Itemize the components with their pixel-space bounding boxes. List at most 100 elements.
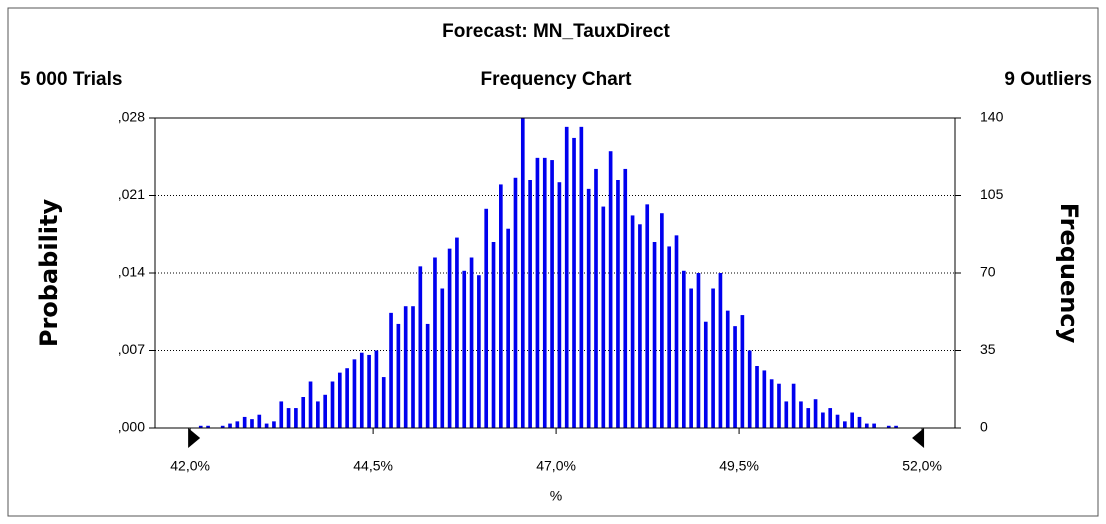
bar (886, 425, 891, 428)
y2-tick-label: 140 (980, 109, 1004, 125)
bar (301, 397, 306, 428)
bar (491, 242, 496, 428)
bar (477, 275, 481, 428)
bar (586, 188, 591, 428)
bar (864, 423, 869, 428)
bar (894, 425, 898, 428)
bar (279, 401, 284, 428)
y2-tick-label: 105 (980, 186, 1004, 202)
x-tick-label: 42,0% (170, 458, 210, 474)
bar (777, 383, 781, 428)
bar (411, 306, 415, 428)
bar (345, 368, 349, 428)
bar (433, 257, 437, 428)
bar (674, 235, 679, 428)
bar (872, 423, 876, 428)
bar (352, 359, 357, 428)
bar (660, 213, 664, 428)
bar (762, 370, 767, 428)
bar (520, 118, 525, 428)
bar (703, 321, 708, 428)
bar (264, 423, 269, 428)
bar (469, 257, 474, 428)
bar (608, 151, 613, 428)
bar (747, 350, 752, 428)
bar (557, 182, 562, 428)
bar (769, 379, 774, 428)
bar (198, 425, 203, 428)
bar (374, 350, 379, 428)
bar (806, 408, 811, 428)
x-axis-label: % (550, 488, 562, 504)
bar (835, 414, 840, 428)
bar (440, 288, 445, 428)
bar (594, 168, 598, 428)
bar (828, 408, 833, 428)
bar (206, 425, 210, 428)
bar (564, 126, 569, 428)
y2-tick-label: 35 (980, 341, 996, 357)
y2-tick-label: 70 (980, 264, 996, 280)
bar (821, 412, 825, 428)
bar (542, 157, 547, 428)
x-tick-label: 47,0% (536, 458, 576, 474)
bar (272, 421, 276, 428)
y-tick-label: ,021 (118, 186, 145, 202)
frame (7, 7, 1099, 517)
bar (784, 401, 789, 428)
bar (242, 416, 247, 428)
bar (667, 246, 672, 428)
plot-border (154, 117, 956, 429)
bar (799, 401, 803, 428)
bar (447, 248, 452, 428)
bar (220, 425, 225, 428)
bar (381, 377, 386, 428)
bar (337, 372, 342, 428)
bar (850, 412, 854, 428)
bar (791, 383, 796, 428)
bar (718, 273, 723, 428)
bar (330, 381, 335, 428)
bar (250, 419, 254, 428)
chart-title: Forecast: MN_TauxDirect (442, 21, 670, 42)
bar (630, 215, 635, 428)
bar (316, 401, 320, 428)
bar (725, 310, 730, 428)
x-tick-label: 49,5% (719, 458, 759, 474)
y-axis-label: Probability (35, 199, 63, 348)
bar (857, 416, 862, 428)
bar (740, 315, 745, 428)
bar (506, 228, 510, 428)
bar (572, 137, 576, 428)
bar (462, 270, 467, 428)
bar (286, 408, 291, 428)
bar (528, 180, 532, 428)
bar (396, 323, 401, 428)
bar (579, 126, 584, 428)
bar (535, 157, 540, 428)
bar (696, 273, 701, 428)
subtitle: Frequency Chart (481, 69, 633, 90)
y-tick-label: ,000 (118, 419, 145, 435)
bar (711, 288, 715, 428)
trials: 5 000 Trials (20, 69, 122, 90)
bar (323, 394, 328, 428)
bar (367, 354, 371, 428)
bar (645, 204, 650, 428)
bar (418, 266, 423, 428)
x-tick-label: 44,5% (353, 458, 393, 474)
y2-axis-label: Frequency (1055, 203, 1083, 344)
y-tick-label: ,007 (118, 341, 145, 357)
bar (755, 366, 759, 428)
bar (228, 423, 232, 428)
bar (403, 306, 408, 428)
bar (484, 208, 489, 428)
bar (813, 399, 818, 428)
left-slider (188, 428, 201, 448)
bar (455, 237, 459, 428)
bar (652, 242, 657, 428)
bar (733, 326, 737, 428)
bar (638, 224, 642, 428)
bar (513, 177, 518, 428)
